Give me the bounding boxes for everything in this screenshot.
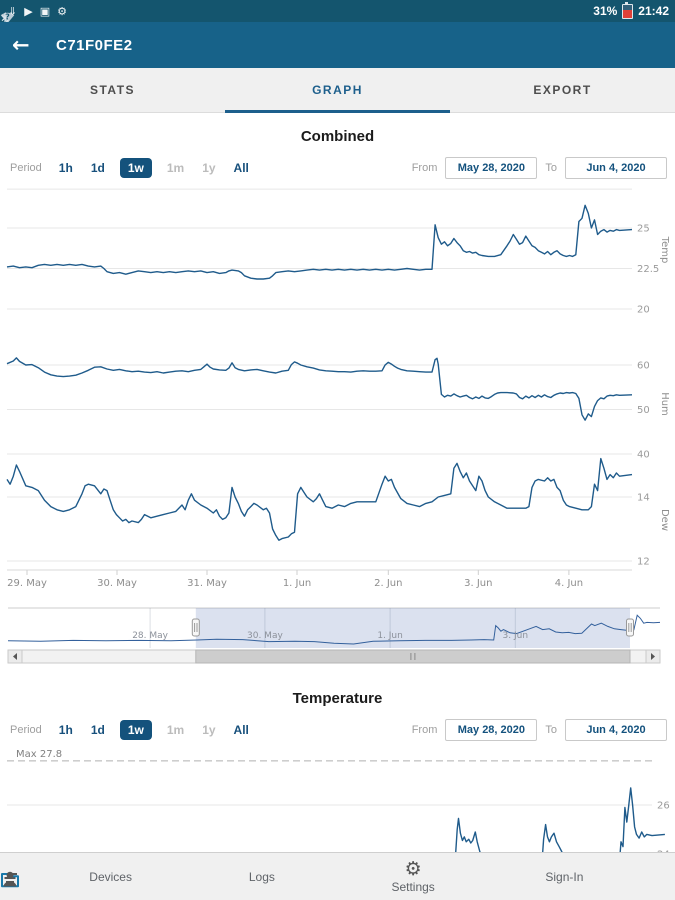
period-1m[interactable]: 1m: [166, 723, 185, 737]
nav-devices[interactable]: Devices: [3, 869, 154, 884]
axis-title-dew: Dew: [659, 509, 670, 531]
status-bar: ⇓ ▶ ▣ ⚙ ? 31% 21:42: [0, 0, 675, 25]
y-tick-label: 14: [637, 493, 650, 504]
navigator-handle-left[interactable]: [191, 618, 200, 637]
period-label: Period: [10, 162, 42, 174]
series-temperature: [454, 787, 665, 855]
x-tick-label: 30. May: [97, 578, 137, 589]
x-tick-label: 4. Jun: [555, 578, 583, 589]
period-1y[interactable]: 1y: [202, 161, 216, 175]
combined-controls: Period 1h 1d 1w 1m 1y All From May 28, 2…: [0, 156, 675, 180]
period-1h[interactable]: 1h: [58, 161, 73, 175]
period-all[interactable]: All: [233, 161, 249, 175]
download-icon: ⇓: [8, 4, 18, 18]
period-all[interactable]: All: [233, 723, 249, 737]
temperature-chart[interactable]: Max 27.82624: [0, 745, 675, 855]
svg-text:?: ?: [5, 13, 10, 22]
to-date-input[interactable]: Jun 4, 2020: [565, 719, 667, 741]
system-icon: ⚙: [57, 4, 67, 18]
nav-sign-in[interactable]: Sign-In: [3, 869, 607, 887]
nav-label: Logs: [248, 870, 275, 884]
y-tick-label: 22.5: [637, 264, 659, 275]
series-temp: [6, 204, 633, 280]
combined-chart[interactable]: 25 22.5 20 Temp 60 50 40 Hum 14 12 Dew 29. May 30. M…: [0, 185, 675, 595]
series-dew: [6, 457, 633, 541]
x-tick-label: 31. May: [187, 578, 227, 589]
nav-label: Devices: [89, 870, 132, 884]
period-1h[interactable]: 1h: [58, 723, 73, 737]
y-tick-label: 60: [637, 361, 650, 372]
navigator-date-label: 30. May: [247, 631, 283, 641]
x-tick-label: 29. May: [7, 578, 47, 589]
period-1y[interactable]: 1y: [202, 723, 216, 737]
from-date-input[interactable]: May 28, 2020: [445, 719, 538, 741]
navigator-date-label: 28. May: [132, 631, 168, 641]
scrollbar-thumb[interactable]: [195, 649, 631, 664]
x-tick-label: 3. Jun: [464, 578, 492, 589]
navigator-date-label: 1. Jun: [377, 631, 403, 641]
combined-chart-title: Combined: [300, 128, 375, 145]
nav-logs[interactable]: Logs: [1, 869, 305, 888]
page-title: C71F0FE2: [56, 36, 133, 54]
x-tick-label: 1. Jun: [283, 578, 311, 589]
period-1d[interactable]: 1d: [90, 161, 105, 175]
y-tick-label: 12: [637, 557, 650, 568]
x-tick-label: 2. Jun: [374, 578, 402, 589]
y-tick-label: 50: [637, 405, 650, 416]
gear-icon: ⚙: [404, 858, 422, 880]
y-tick-label: 40: [637, 450, 650, 461]
tab-export[interactable]: EXPORT: [533, 83, 592, 97]
y-tick-label: 25: [637, 224, 650, 235]
from-date-input[interactable]: May 28, 2020: [445, 157, 538, 179]
navigator-date-label: 3. Jun: [503, 631, 529, 641]
navigator-selection[interactable]: [195, 608, 631, 648]
temperature-chart-title: Temperature: [292, 690, 383, 707]
battery-icon: [622, 1, 634, 19]
axis-title-temp: Temp: [659, 236, 670, 264]
tab-stats[interactable]: STATS: [89, 83, 136, 97]
chart-navigator[interactable]: 28. May 30. May 1. Jun 3. Jun: [0, 604, 675, 666]
navigator-series: [7, 614, 661, 645]
to-label: To: [545, 162, 557, 174]
nav-settings[interactable]: ⚙ Settings: [370, 859, 456, 894]
from-label: From: [411, 162, 438, 174]
series-hum: [6, 357, 633, 421]
max-plotline-label: Max 27.8: [16, 749, 62, 760]
axis-title-hum: Hum: [659, 392, 670, 416]
tab-bar: STATS GRAPH EXPORT: [0, 68, 675, 113]
nav-label: Settings: [391, 880, 435, 894]
screenshot-icon: ▣: [39, 4, 51, 18]
nav-label: Sign-In: [545, 870, 584, 884]
from-label: From: [411, 724, 438, 736]
back-button[interactable]: ←: [12, 33, 30, 57]
battery-percent: 31%: [593, 4, 618, 18]
notification-icons: ⇓ ▶ ▣ ⚙: [8, 5, 67, 18]
period-label: Period: [10, 724, 42, 736]
period-1m[interactable]: 1m: [166, 161, 185, 175]
y-tick-label: 20: [637, 305, 650, 316]
period-1d[interactable]: 1d: [90, 723, 105, 737]
clock: 21:42: [638, 4, 669, 18]
play-icon: ▶: [24, 4, 33, 18]
navigator-handle-right[interactable]: [626, 618, 634, 637]
to-label: To: [545, 724, 557, 736]
y-tick-label: 26: [657, 801, 670, 812]
period-1w[interactable]: 1w: [119, 158, 152, 178]
tab-graph[interactable]: GRAPH: [225, 68, 450, 113]
temperature-controls: Period 1h 1d 1w 1m 1y All From May 28, 2…: [0, 718, 675, 742]
period-1w[interactable]: 1w: [119, 720, 152, 740]
to-date-input[interactable]: Jun 4, 2020: [565, 157, 667, 179]
bottom-nav: Devices Logs ⚙ Settings Sign-In: [0, 852, 675, 900]
app-bar: ← C71F0FE2: [0, 22, 675, 68]
